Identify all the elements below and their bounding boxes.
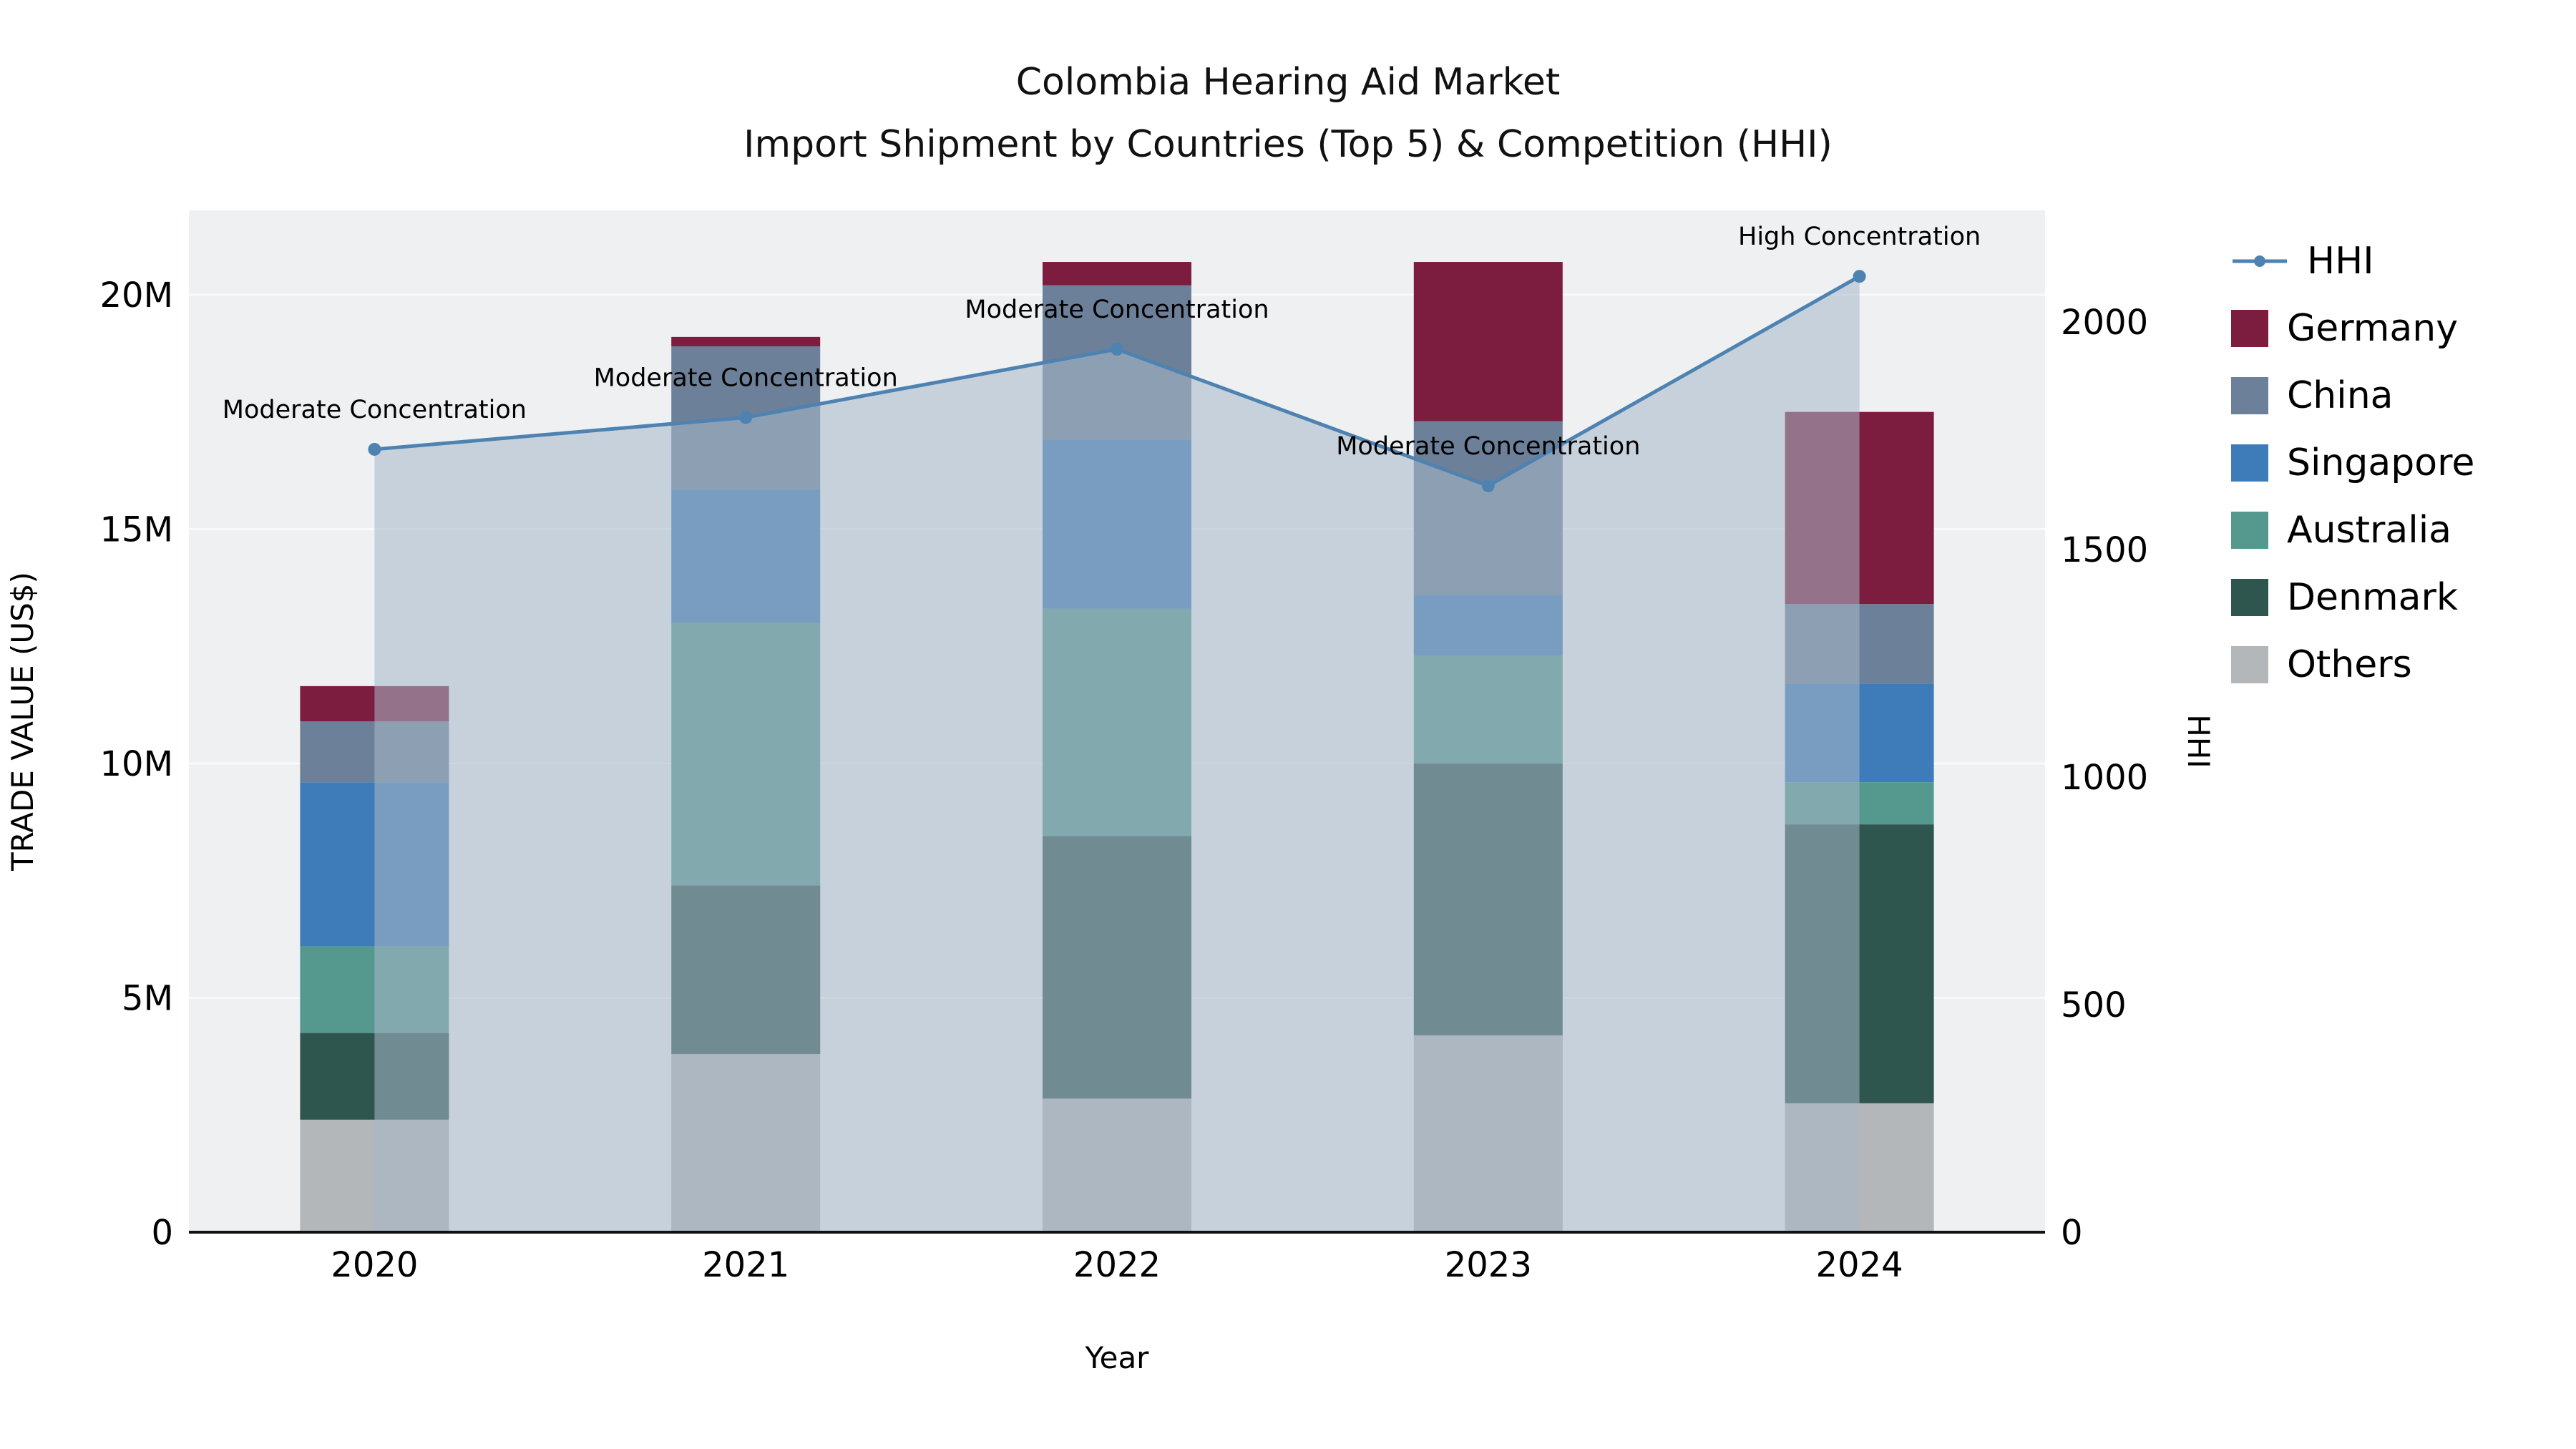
- x-tick-2023: 2023: [1445, 1245, 1532, 1285]
- y-right-axis-title: HHI: [2181, 714, 2216, 769]
- legend-item-denmark: Denmark: [2231, 564, 2474, 631]
- legend-item-hhi: HHI: [2231, 228, 2474, 295]
- legend-label-denmark: Denmark: [2287, 576, 2459, 619]
- y-right-tick: 500: [2061, 985, 2127, 1025]
- annotation-2021: Moderate Concentration: [594, 364, 898, 392]
- legend-item-singapore: Singapore: [2231, 429, 2474, 497]
- legend-swatch-denmark: [2231, 579, 2268, 616]
- y-right-tick: 1500: [2061, 530, 2148, 570]
- legend-swatch-australia: [2231, 512, 2268, 549]
- hhi-marker-2023: [1481, 479, 1495, 492]
- legend-swatch-others: [2231, 646, 2268, 683]
- x-tick-2022: 2022: [1073, 1245, 1161, 1285]
- x-axis-title: Year: [1085, 1340, 1150, 1375]
- bar-segment-germany-2021: [671, 336, 821, 346]
- legend-label-china: China: [2287, 374, 2394, 417]
- y-left-tick: 20M: [100, 275, 174, 316]
- x-tick-2024: 2024: [1816, 1245, 1903, 1285]
- annotation-2022: Moderate Concentration: [965, 296, 1269, 324]
- chart-title: Colombia Hearing Aid Market Import Shipm…: [0, 52, 2576, 176]
- y-left-tick: 10M: [100, 744, 174, 784]
- legend-swatch-china: [2231, 377, 2268, 414]
- legend-label-australia: Australia: [2287, 509, 2452, 552]
- legend-label-hhi: HHI: [2307, 240, 2374, 283]
- chart-title-line2: Import Shipment by Countries (Top 5) & C…: [743, 123, 1833, 166]
- y-right-tick: 0: [2061, 1213, 2083, 1253]
- annotation-2020: Moderate Concentration: [223, 396, 527, 424]
- annotation-2023: Moderate Concentration: [1336, 432, 1640, 461]
- bar-segment-germany-2023: [1413, 262, 1563, 421]
- y-left-tick: 0: [151, 1213, 173, 1253]
- legend-label-singapore: Singapore: [2287, 441, 2475, 484]
- legend-swatch-germany: [2231, 310, 2268, 347]
- hhi-marker-2024: [1853, 270, 1866, 283]
- y-right-tick: 1000: [2061, 758, 2148, 798]
- hhi-area-fill: [374, 276, 1860, 1232]
- legend-item-germany: Germany: [2231, 295, 2474, 362]
- hhi-line-legend-icon: [2233, 255, 2287, 267]
- legend-swatch-singapore: [2231, 444, 2268, 482]
- x-tick-2020: 2020: [331, 1245, 418, 1285]
- legend-item-china: China: [2231, 362, 2474, 429]
- hhi-marker-2020: [368, 442, 381, 456]
- legend-label-others: Others: [2287, 643, 2412, 686]
- legend-item-others: Others: [2231, 631, 2474, 698]
- chart-title-line1: Colombia Hearing Aid Market: [1015, 61, 1561, 104]
- legend-label-germany: Germany: [2287, 307, 2459, 350]
- x-tick-2021: 2021: [702, 1245, 789, 1285]
- chart-legend: HHI Germany China Singapore Australia Denmark…: [2231, 228, 2474, 698]
- legend-item-australia: Australia: [2231, 497, 2474, 564]
- annotation-2024: High Concentration: [1738, 223, 1981, 251]
- y-left-tick: 15M: [100, 509, 174, 550]
- hhi-marker-2021: [739, 411, 753, 424]
- bar-segment-germany-2022: [1043, 262, 1191, 286]
- y-right-tick: 2000: [2061, 303, 2148, 343]
- y-left-axis-title: TRADE VALUE (US$): [5, 572, 40, 872]
- hhi-marker-2022: [1111, 343, 1123, 356]
- y-left-tick: 5M: [122, 978, 173, 1018]
